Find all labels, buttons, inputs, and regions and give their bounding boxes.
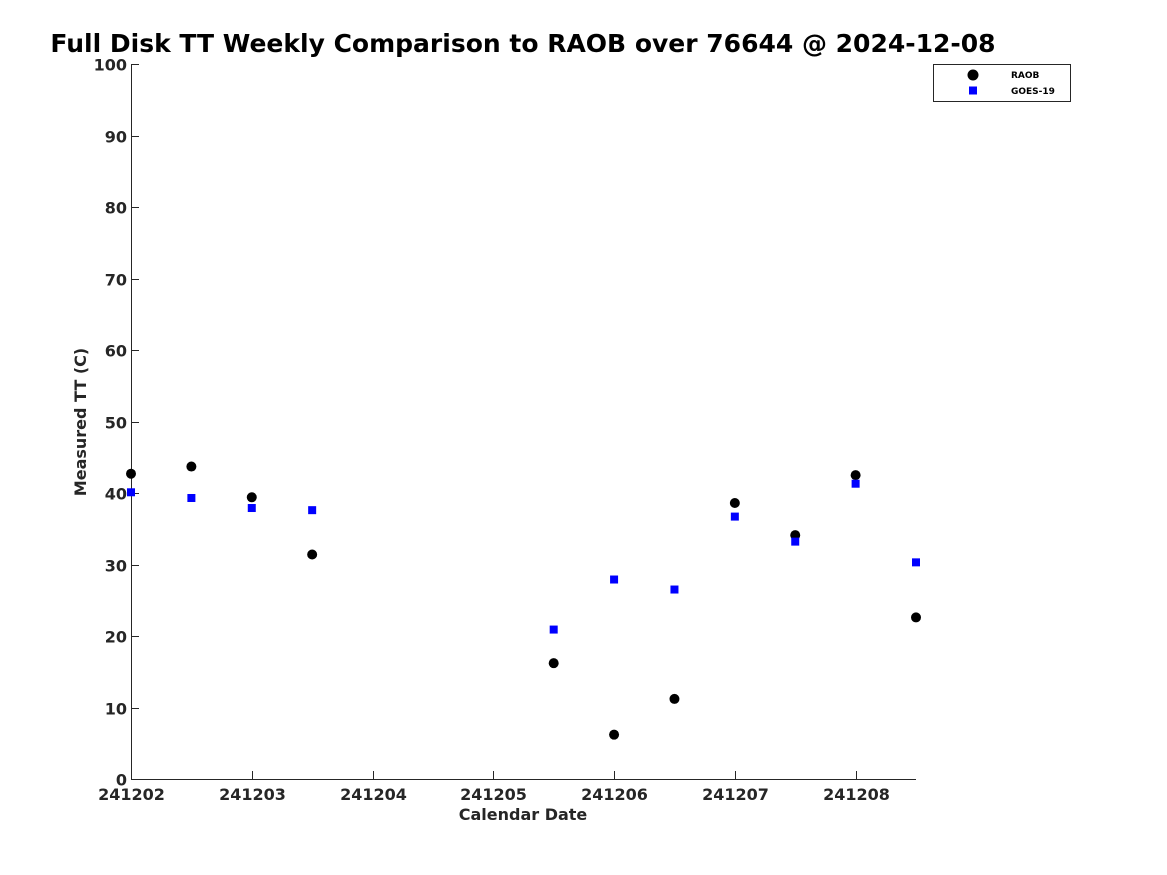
x-axis-label: Calendar Date: [459, 805, 588, 824]
x-tick-label: 241206: [581, 785, 648, 804]
data-point-raob: [126, 468, 136, 479]
y-tick-label: 70: [105, 271, 127, 290]
data-point-goes-19: [308, 506, 317, 515]
chart-title: Full Disk TT Weekly Comparison to RAOB o…: [50, 29, 995, 58]
y-axis-ticks: 0 10 20 30 40 50 60 70 80 90 100: [94, 56, 139, 790]
data-point-raob: [246, 492, 257, 503]
y-tick-label: 80: [105, 199, 127, 218]
data-point-goes-19: [670, 585, 679, 594]
data-point-raob: [911, 612, 921, 623]
data-point-goes-19: [247, 504, 256, 513]
y-tick-label: 10: [105, 700, 127, 719]
x-tick-label: 241204: [340, 785, 407, 804]
data-point-raob: [548, 658, 559, 669]
y-tick-label: 90: [105, 128, 127, 147]
y-tick-label: 40: [105, 485, 127, 504]
axes: [131, 64, 916, 780]
data-point-raob: [186, 461, 197, 472]
data-point-goes-19: [730, 512, 739, 521]
y-tick-label: 100: [94, 56, 127, 75]
x-tick-label: 241205: [460, 785, 527, 804]
x-tick-label: 241203: [219, 785, 286, 804]
data-point-raob: [850, 470, 861, 481]
legend-box: [933, 64, 1071, 102]
data-point-raob: [729, 498, 740, 509]
data-point-goes-19: [912, 558, 920, 567]
legend: RAOB GOES-19: [933, 64, 1071, 102]
x-axis-ticks: 241202 241203 241204 241205 241206 241207 2412…: [98, 771, 890, 804]
data-point-goes-19: [610, 575, 619, 584]
data-point-goes-19: [127, 488, 135, 497]
data-point-goes-19: [851, 479, 860, 488]
legend-label-goes-19: GOES-19: [1011, 87, 1055, 97]
y-tick-label: 20: [105, 628, 127, 647]
y-tick-label: 30: [105, 557, 127, 576]
data-point-raob: [307, 549, 318, 560]
x-tick-label: 241202: [98, 785, 165, 804]
data-point-goes-19: [549, 625, 558, 634]
y-axis-label: Measured TT (C): [71, 348, 90, 496]
x-tick-label: 241207: [702, 785, 769, 804]
y-tick-label: 60: [105, 342, 127, 361]
y-tick-label: 50: [105, 414, 127, 433]
data-point-goes-19: [187, 494, 196, 503]
data-point-raob: [609, 729, 620, 740]
data-point-goes-19: [791, 537, 800, 546]
y-tick-label: 0: [116, 771, 127, 790]
legend-marker-goes-19: [969, 86, 977, 95]
legend-label-raob: RAOB: [1011, 71, 1040, 81]
data-points: [126, 461, 921, 740]
x-tick-label: 241208: [823, 785, 890, 804]
data-point-raob: [669, 693, 680, 704]
legend-marker-raob: [967, 69, 979, 81]
